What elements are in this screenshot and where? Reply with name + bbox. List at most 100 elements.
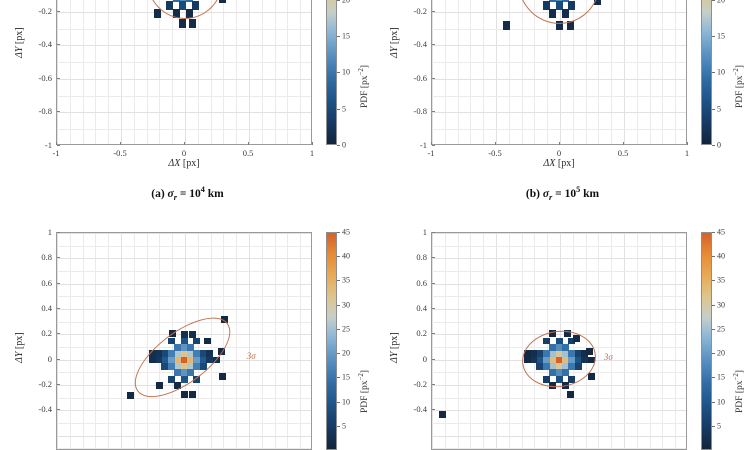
gridline-horizontal [57,95,311,97]
colorbar-tick-label: 10 [342,67,350,77]
heatmap-cell [567,21,575,31]
x-tickmark [687,142,688,145]
gridline-horizontal [432,78,686,80]
y-tickmark [432,111,435,113]
heatmap-cell [186,369,194,377]
y-tick-label: 0.8 [41,252,52,263]
colorbar-tick-label: 20 [342,348,350,358]
heatmap-cell [542,337,550,345]
colorbar-tickmark [337,328,340,330]
colorbar-tickmark [712,256,715,258]
heatmap-cell [542,356,550,364]
heatmap-cell [206,356,214,364]
heatmap-cell [587,373,595,380]
heatmap-cell [148,356,156,364]
gridline-vertical [496,0,497,144]
gridline-horizontal [432,283,686,285]
gridline-horizontal [57,45,311,47]
heatmap-cell [217,347,225,355]
colorbar-tick-label: 20 [717,348,725,358]
gridline-vertical [611,233,613,449]
figure-root: 3σ 05101520 PDF [px−2] -1-0.500.51 -1-0.… [14,0,745,450]
colorbar-tick-label: 5 [342,104,346,114]
heatmap-cell [174,362,182,370]
colorbar-tick-label: 30 [342,300,350,310]
gridline-horizontal [57,62,311,64]
heatmap-cell [568,362,576,370]
y-tickmark [57,333,60,335]
colorbar-tick-label: 5 [717,421,721,431]
gridline-horizontal [57,309,311,311]
colorbar-tickmark [712,280,715,282]
colorbar-tick-label: 5 [342,421,346,431]
heatmap-cell [555,337,563,345]
heatmap-cell [174,350,182,358]
gridline-horizontal [432,309,686,311]
gridline-vertical [534,0,536,144]
gridline-horizontal [432,296,686,298]
heatmap-cell [549,343,557,351]
gridline-vertical [457,233,459,449]
y-tick-label: -0.2 [38,5,52,16]
gridline-vertical [432,0,433,144]
heatmap-cell [148,350,156,358]
panel-b-axes: 3σ [431,0,687,145]
colorbar-tick-label: 40 [717,251,725,261]
gridline-vertical [470,0,472,144]
heatmap-cell [174,343,182,351]
gridline-vertical [95,233,97,449]
y-tickmark [432,77,435,79]
heatmap-cell [186,343,194,351]
colorbar-tick-label: 15 [342,372,350,382]
gridline-vertical [121,0,122,144]
heatmap-cell [167,350,175,358]
gridline-horizontal [57,423,311,425]
gridline-vertical [649,233,651,449]
y-tick-label: -0.2 [413,5,427,16]
colorbar-tick-label: 10 [717,67,725,77]
heatmap-cell [503,21,511,31]
heatmap-cell [568,375,576,383]
colorbar-tick-label: 15 [342,31,350,41]
y-tick-label: 1 [47,227,52,237]
heatmap-cell [193,350,201,358]
heatmap-cell [549,0,557,2]
heatmap-cell [549,356,557,364]
gridline-vertical [236,233,238,449]
gridline-vertical [133,233,135,449]
gridline-vertical [496,233,497,449]
panel-d-axes: 3σ [431,232,687,450]
gridline-horizontal [57,283,311,285]
heatmap-cell [549,9,557,19]
panel-a-caption: (a) σr = 104 km [151,185,224,203]
x-tickmark [248,142,249,145]
colorbar-tickmark [712,36,715,37]
colorbar-tickmark [712,0,715,1]
gridline-vertical [508,0,510,144]
heatmap-cell [218,0,226,4]
y-tickmark [57,232,60,233]
y-tickmark [57,409,60,411]
colorbar-tick-label: 45 [717,227,725,237]
gridline-horizontal [432,321,686,323]
gridline-vertical [223,233,225,449]
y-tick-label: -0.8 [38,106,52,117]
heatmap-cell [574,356,582,364]
heatmap-cell [593,0,601,5]
heatmap-cell [555,343,563,351]
heatmap-cell [180,331,188,339]
heatmap-cell [199,350,207,358]
heatmap-cell [218,373,226,380]
gridline-vertical [159,0,161,144]
heatmap-cell [523,356,531,364]
heatmap-cell [536,362,544,370]
y-tickmark [432,44,435,46]
heatmap-cell [536,350,544,358]
gridline-vertical [249,233,250,449]
x-tick-label: 0.5 [242,148,254,158]
y-tick-label: 0.8 [416,252,427,263]
heatmap-cell [555,0,563,2]
gridline-horizontal [57,321,311,323]
y-tick-label: -0.6 [413,72,427,83]
colorbar-tickmark [712,304,715,306]
